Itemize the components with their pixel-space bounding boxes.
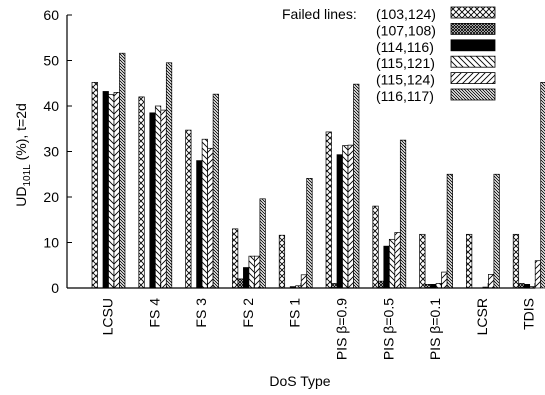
bar-pis-0-9-107-108 xyxy=(331,283,338,289)
x-axis-ticks: LCSU FS 4 FS 3 FS 2 FS 1 PIS β=0.9 PIS β=0.5 PI… xyxy=(66,283,537,360)
legend-label-115-121: (115,121) xyxy=(376,55,435,71)
legend-swatch-115-124 xyxy=(450,72,496,84)
legend-title: Failed lines: xyxy=(282,6,357,22)
bar-fs-4-103-124 xyxy=(138,96,145,289)
y-tick-label: 10 xyxy=(43,235,59,251)
bar-lcsu-103-124 xyxy=(91,81,98,289)
legend-swatch-116-117 xyxy=(450,88,496,101)
bar-pis-0-9-115-124 xyxy=(347,144,354,289)
bar-fs-3-115-124 xyxy=(207,147,214,289)
bar-fs-2-103-124 xyxy=(232,228,239,289)
bar-fs-3-103-124 xyxy=(185,129,192,289)
bar-pis-0-9-116-117 xyxy=(353,83,360,289)
legend: Failed lines: (103,124)(107,108)(114,116… xyxy=(282,6,496,104)
bar-pis-0-1-116-117 xyxy=(446,173,453,289)
bar-tdis-115-124 xyxy=(534,260,542,289)
x-tick-label-lcsr: LCSR xyxy=(474,298,490,335)
x-tick-label-lcsu: LCSU xyxy=(100,298,116,335)
legend-swatch-103-124 xyxy=(450,6,496,19)
bar-pis-0-9-114-116 xyxy=(336,154,343,289)
bar-pis-0-1-115-124 xyxy=(441,271,448,289)
legend-label-116-117: (116,117) xyxy=(376,88,434,104)
bar-fs-3-116-117 xyxy=(212,93,219,289)
y-tick-label: 0 xyxy=(51,280,59,296)
legend-label-115-124: (115,124) xyxy=(376,72,435,88)
bar-fs-2-114-116 xyxy=(243,267,250,289)
bar-fs-4-116-117 xyxy=(165,62,173,289)
bar-pis-0-9-103-124 xyxy=(325,131,332,289)
bar-lcsu-115-121 xyxy=(108,94,115,289)
y-axis-label: UD101L (%), t=2d xyxy=(13,103,33,207)
bar-fs-1-115-124 xyxy=(300,274,308,289)
bar-fs-2-115-121 xyxy=(248,255,255,289)
x-tick-label-fs-1: FS 1 xyxy=(287,298,303,328)
x-axis-label: DoS Type xyxy=(269,373,330,389)
bar-lcsr-116-117 xyxy=(493,173,500,289)
bar-pis-0-1-115-121 xyxy=(435,283,442,289)
bar-pis-0-5-116-117 xyxy=(399,139,407,289)
bar-lcsu-114-116 xyxy=(102,91,109,289)
bar-lcsu-116-117 xyxy=(119,52,126,289)
y-tick-label: 20 xyxy=(43,189,59,205)
bar-fs-2-116-117 xyxy=(259,198,266,289)
x-tick-label-pis-0-5: PIS β=0.5 xyxy=(380,298,396,360)
y-tick-label: 60 xyxy=(43,7,59,23)
bar-tdis-103-124 xyxy=(512,233,520,289)
legend-swatch-107-108 xyxy=(450,22,496,35)
bars-layer xyxy=(91,52,545,289)
legend-label-107-108: (107,108) xyxy=(376,22,436,38)
bar-pis-0-5-103-124 xyxy=(372,205,379,289)
bar-lcsu-115-124 xyxy=(113,91,120,289)
legend-label-103-124: (103,124) xyxy=(376,6,436,22)
bar-lcsr-115-124 xyxy=(488,274,495,289)
x-tick-label-fs-3: FS 3 xyxy=(193,298,209,328)
bar-fs-2-107-108 xyxy=(237,278,244,289)
bar-pis-0-9-115-121 xyxy=(342,145,349,289)
y-tick-label: 40 xyxy=(43,98,59,114)
bar-pis-0-5-115-121 xyxy=(388,238,396,289)
bar-fs-3-115-121 xyxy=(201,138,208,289)
bar-pis-0-5-107-108 xyxy=(377,280,385,289)
legend-label-114-116: (114,116) xyxy=(376,39,434,55)
y-tick-label: 30 xyxy=(43,144,59,160)
bar-pis-0-5-114-116 xyxy=(383,245,390,289)
bar-fs-4-114-116 xyxy=(149,112,156,289)
x-tick-label-pis-0-9: PIS β=0.9 xyxy=(334,298,350,360)
bar-fs-2-115-124 xyxy=(254,255,261,289)
x-tick-label-fs-2: FS 2 xyxy=(240,298,256,328)
bar-fs-4-115-121 xyxy=(154,105,162,289)
bar-lcsr-103-124 xyxy=(466,233,473,289)
bar-tdis-116-117 xyxy=(540,81,545,289)
legend-swatch-114-116 xyxy=(450,39,496,52)
bar-fs-1-116-117 xyxy=(306,177,313,289)
x-tick-label-pis-0-1: PIS β=0.1 xyxy=(427,298,443,360)
x-tick-label-fs-4: FS 4 xyxy=(146,298,162,328)
bar-tdis-107-108 xyxy=(518,283,525,289)
x-tick-label-tdis: TDIS xyxy=(521,298,537,330)
bar-fs-1-103-124 xyxy=(278,234,286,289)
bar-fs-3-114-116 xyxy=(196,160,203,289)
bar-fs-4-115-124 xyxy=(160,109,167,289)
y-axis-ticks: 0 10 20 30 40 50 60 xyxy=(43,7,72,296)
bar-pis-0-5-115-124 xyxy=(394,232,401,289)
legend-swatch-115-121 xyxy=(450,55,496,68)
bar-pis-0-1-103-124 xyxy=(419,233,426,289)
y-tick-label: 50 xyxy=(43,53,59,69)
